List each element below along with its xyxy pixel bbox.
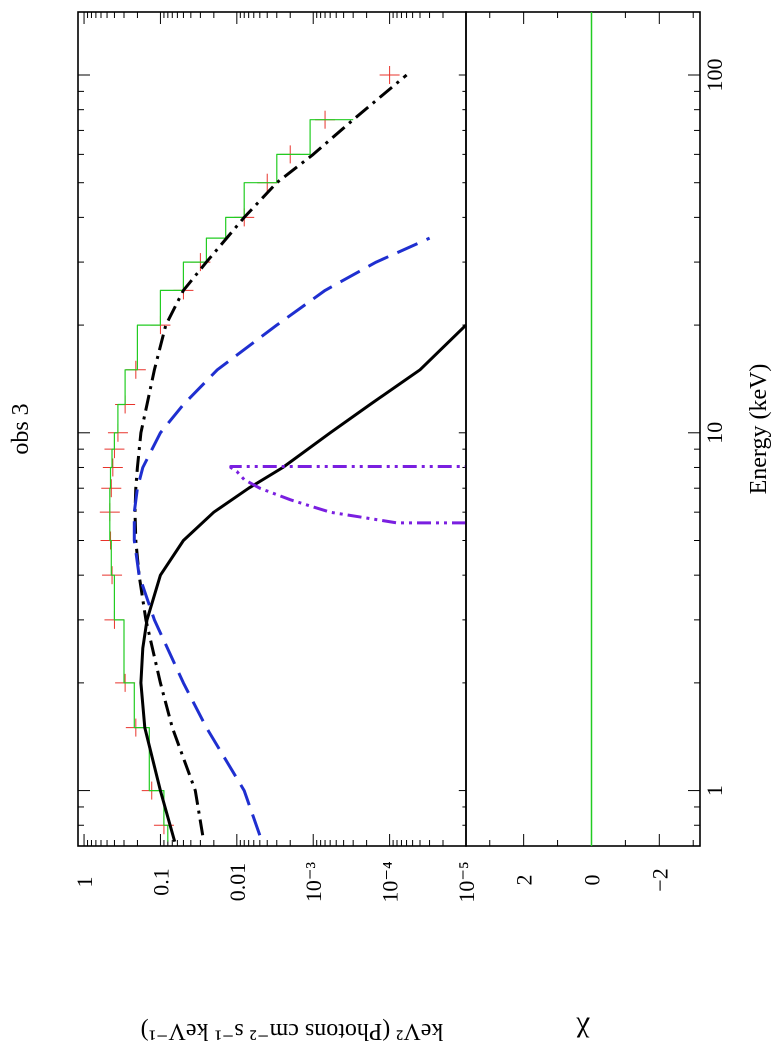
x-axis-label: Energy (keV): [746, 364, 772, 495]
chart-title: obs 3: [8, 403, 34, 454]
flux-tick-label: 10⁻⁵: [454, 861, 479, 902]
lower-panel: [465, 11, 701, 847]
chi-tick-label: −2: [647, 868, 672, 891]
upper-y-axis-label: keV² (Photons cm⁻² s⁻¹ keV⁻¹): [141, 1018, 444, 1044]
model-line: [109, 119, 354, 842]
lower-panel-frame: [465, 11, 701, 847]
flux-tick-label: 0.01: [225, 863, 250, 902]
chi-tick-label: 0: [579, 875, 604, 886]
model-line: [133, 73, 408, 836]
energy-tick-label: 10: [702, 422, 727, 444]
model-line: [132, 236, 431, 836]
flux-tick-label: 10⁻⁴: [378, 861, 403, 903]
energy-tick-label: 100: [702, 59, 727, 92]
model-line: [139, 324, 468, 843]
upper-panel: [77, 11, 468, 847]
flux-tick-label: 10⁻³: [301, 861, 326, 902]
axis-labels: 1 10 100 1 0.1 0.01 10⁻³ 10⁻⁴ 10⁻⁵ 2 0 −2 obs 3 Energ…: [8, 59, 772, 1050]
chi-tick-label: 2: [512, 875, 537, 886]
model-line: [229, 465, 466, 525]
flux-tick-label: 0.1: [148, 868, 173, 896]
flux-tick-label: 1: [72, 877, 97, 888]
lower-y-axis-label: χ: [576, 1017, 591, 1050]
energy-tick-label: 1: [702, 785, 727, 796]
